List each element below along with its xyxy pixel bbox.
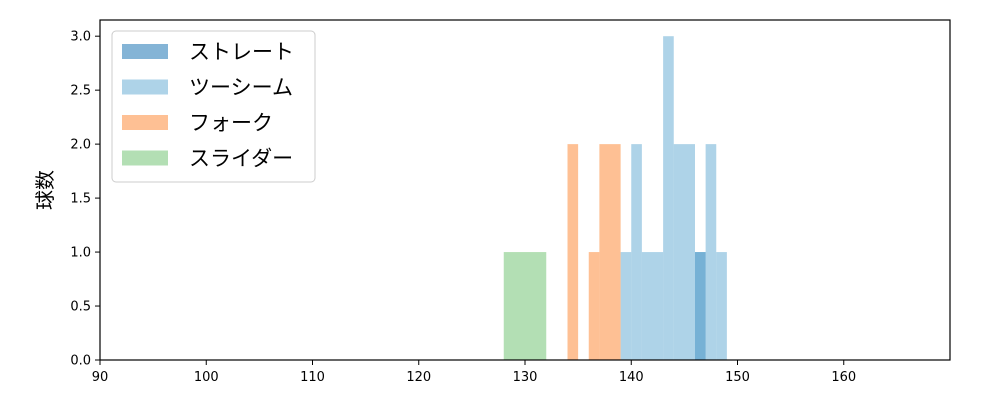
- bar-series-1-bin-7: [716, 252, 727, 360]
- x-tick-label: 150: [725, 370, 750, 385]
- y-tick-label: 2.5: [70, 84, 91, 99]
- bars-layer: [503, 36, 727, 360]
- legend-label: ストレート: [189, 40, 294, 64]
- bar-series-1-bin-3: [663, 36, 674, 360]
- legend-swatch: [122, 44, 168, 59]
- legend-label: フォーク: [189, 111, 273, 135]
- x-tick-label: 140: [619, 370, 644, 385]
- x-tick-label: 120: [406, 370, 431, 385]
- bar-series-1-bin-6: [705, 144, 717, 360]
- x-tick-label: 90: [92, 370, 109, 385]
- bar-series-1-bin-0: [620, 252, 632, 360]
- x-axis: 90 100 110 120 130 140 150 160: [92, 360, 856, 385]
- legend-swatch: [122, 79, 168, 95]
- bar-series-1-bin-2: [641, 252, 664, 360]
- y-tick-label: 3.0: [70, 30, 91, 45]
- legend-label: スライダー: [189, 147, 293, 171]
- bar-series-3-bin-0: [503, 252, 547, 360]
- bar-series-1-bin-5: [695, 252, 706, 360]
- bar-series-1-bin-1: [631, 144, 642, 360]
- bar-series-1-bin-4: [673, 144, 695, 360]
- y-axis: 0.0 0.5 1.0 1.5 2.0 2.5 3.0: [70, 30, 100, 369]
- legend-box: [111, 30, 316, 183]
- legend-swatch: [122, 115, 168, 130]
- y-tick-label: 1.0: [70, 246, 91, 261]
- x-tick-label: 110: [300, 370, 325, 385]
- x-tick-label: 160: [831, 370, 856, 385]
- x-tick-label: 100: [194, 370, 219, 385]
- y-tick-label: 0.5: [70, 300, 91, 315]
- bar-series-2-bin-1: [588, 252, 600, 360]
- legend-label: ツーシーム: [189, 76, 293, 100]
- y-axis-label: 球数: [33, 170, 57, 210]
- legend-swatch: [122, 150, 168, 166]
- y-tick-label: 0.0: [70, 354, 91, 369]
- y-tick-label: 2.0: [70, 138, 91, 153]
- y-tick-label: 1.5: [70, 192, 91, 207]
- bar-series-2-bin-0: [567, 144, 579, 360]
- bar-series-2-bin-2: [599, 144, 621, 360]
- x-tick-label: 130: [513, 370, 538, 385]
